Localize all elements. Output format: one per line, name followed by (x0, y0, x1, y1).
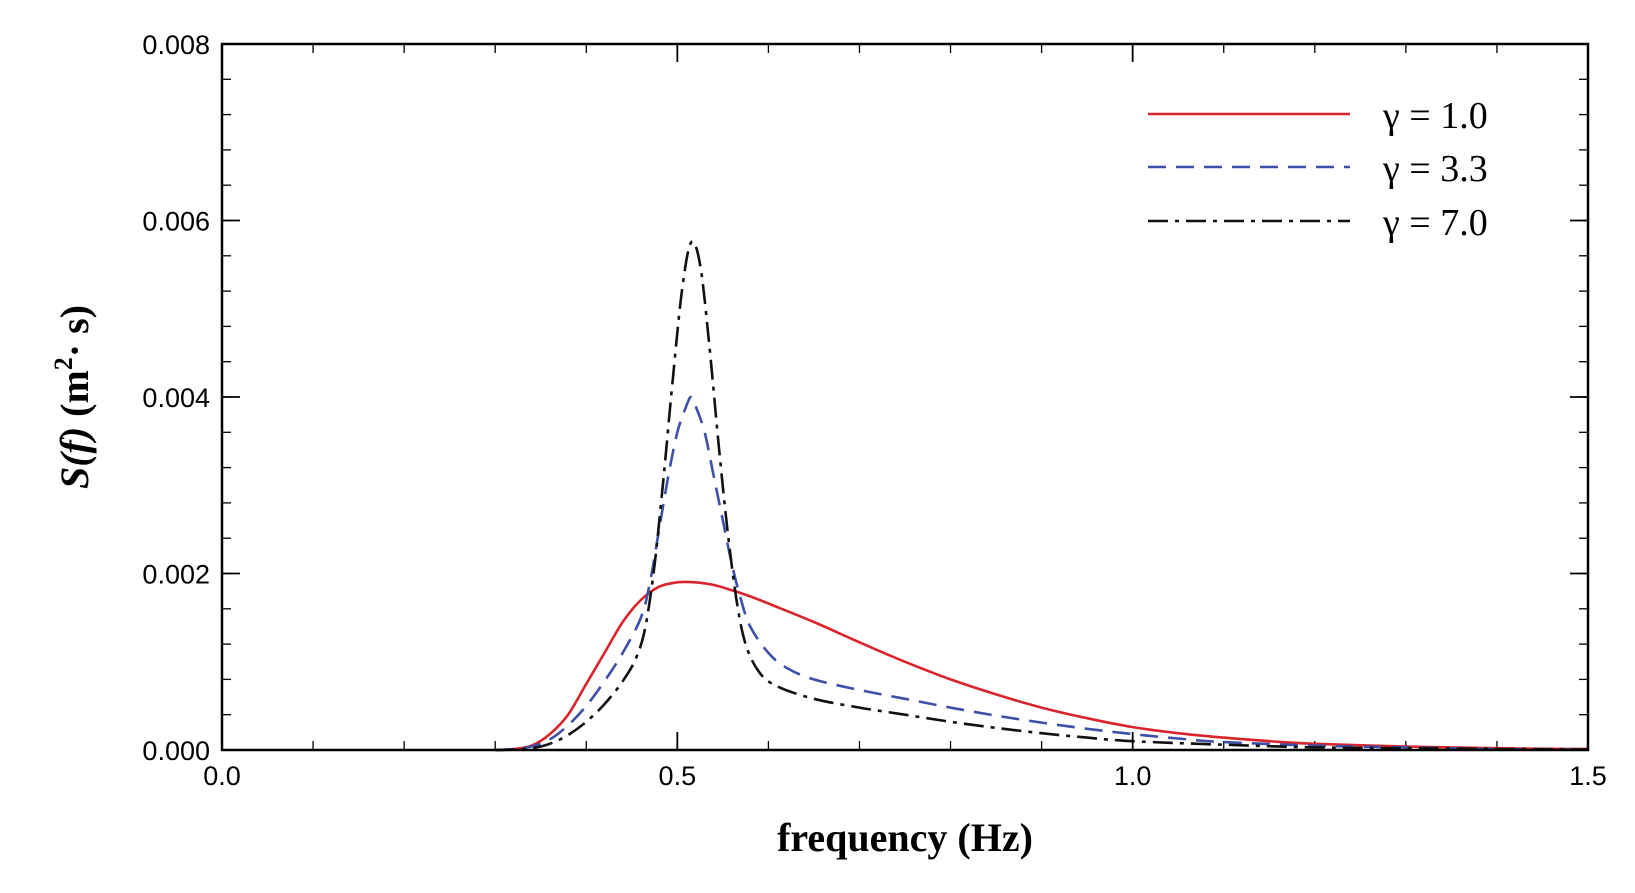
x-tick-label: 0.0 (203, 761, 241, 791)
y-tick-label: 0.006 (142, 207, 210, 237)
legend-label-gamma-1: γ = 1.0 (1382, 95, 1488, 137)
y-tick-label: 0.002 (142, 560, 210, 590)
legend: γ = 1.0 γ = 3.3 γ = 7.0 (1148, 95, 1488, 244)
x-tick-label: 1.0 (1114, 761, 1152, 791)
series-line-3 (495, 240, 1589, 752)
y-axis-title-main: S(f) (52, 427, 97, 489)
x-tick-label: 1.5 (1569, 761, 1607, 791)
x-tick-label: 0.5 (659, 761, 697, 791)
plot-frame (220, 42, 1590, 752)
series-layer (495, 240, 1589, 752)
y-axis-title-unit-open: (m (52, 370, 97, 427)
x-tick-labels: 0.0 0.5 1.0 1.5 (203, 761, 1607, 791)
y-axis-title-unit-close: · s) (52, 305, 97, 357)
y-tick-label: 0.008 (142, 30, 210, 60)
series-line-2 (495, 395, 1589, 752)
y-axis-title: S(f) (m2· s) (49, 305, 97, 489)
y-axis-title-unit-sup: 2 (49, 357, 78, 370)
y-tick-label: 0.000 (142, 736, 210, 766)
legend-label-gamma-3: γ = 3.3 (1382, 148, 1488, 190)
y-tick-label: 0.004 (142, 383, 210, 413)
legend-label-gamma-7: γ = 7.0 (1382, 202, 1488, 244)
series-line-1 (495, 580, 1589, 752)
x-axis-title: frequency (Hz) (777, 815, 1033, 860)
y-tick-labels: 0.000 0.002 0.004 0.006 0.008 (142, 30, 210, 766)
